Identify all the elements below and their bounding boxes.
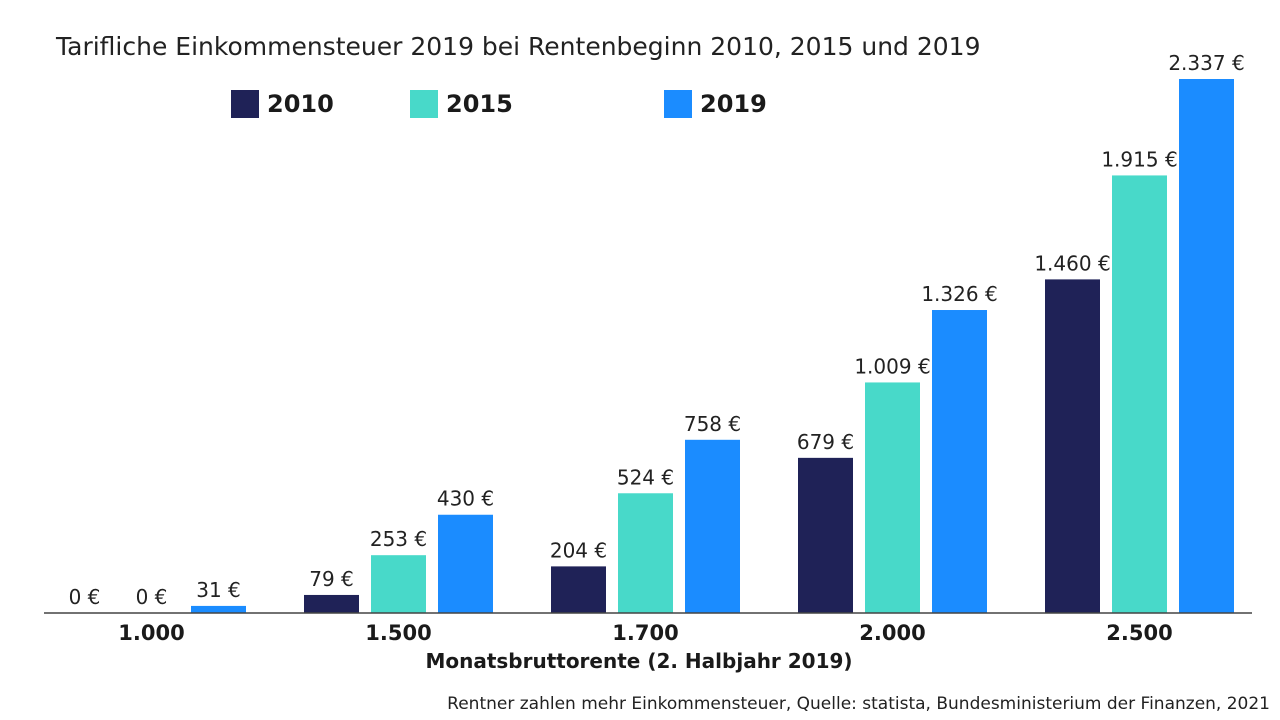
bar-2010-1500 (304, 594, 359, 613)
bar-2019-1700 (685, 439, 740, 613)
bar-label-2019-1700: 758 € (684, 412, 741, 436)
legend-label-2010: 2010 (267, 90, 334, 118)
bar-2010-2500 (1045, 279, 1100, 613)
x-tick-label-1500: 1.500 (365, 621, 431, 645)
bar-label-2019-1500: 430 € (437, 487, 494, 511)
bar-label-2015-1000: 0 € (136, 585, 168, 609)
bar-2015-1500 (371, 555, 426, 613)
bar-label-2010-1700: 204 € (550, 538, 607, 562)
bar-label-2015-1700: 524 € (617, 465, 674, 489)
bar-label-2010-1000: 0 € (69, 585, 101, 609)
bar-label-2015-2500: 1.915 € (1101, 147, 1177, 171)
legend: 2010 2015 2019 (231, 90, 767, 118)
bar-2010-1700 (551, 566, 606, 613)
legend-label-2015: 2015 (446, 90, 513, 118)
bar-label-2019-2000: 1.326 € (921, 282, 997, 306)
x-tick-label-2000: 2.000 (859, 621, 925, 645)
bar-label-2019-2500: 2.337 € (1168, 51, 1244, 75)
x-tick-label-1000: 1.000 (118, 621, 184, 645)
bar-labels: 0 € 0 € 31 € 79 € 253 € 430 € 204 € 524 € 758 € 6… (69, 51, 1245, 609)
bar-2010-2000 (798, 457, 853, 613)
x-tick-labels: 1.000 1.500 1.700 2.000 2.500 (118, 621, 1172, 645)
bar-label-2010-2500: 1.460 € (1034, 251, 1110, 275)
bar-label-2010-1500: 79 € (309, 567, 354, 591)
source-note: Rentner zahlen mehr Einkommensteuer, Que… (447, 694, 1270, 714)
bars (191, 79, 1234, 613)
bar-label-2010-2000: 679 € (797, 430, 854, 454)
bar-2019-2500 (1179, 79, 1234, 613)
bar-2015-2500 (1112, 175, 1167, 613)
bar-2019-1000 (191, 605, 246, 613)
legend-label-2019: 2019 (700, 90, 767, 118)
x-tick-label-2500: 2.500 (1106, 621, 1172, 645)
legend-swatch-2010 (231, 90, 259, 118)
legend-swatch-2015 (410, 90, 438, 118)
bar-2015-2000 (865, 382, 920, 613)
x-axis-label: Monatsbruttorente (2. Halbjahr 2019) (425, 649, 852, 673)
bar-label-2015-1500: 253 € (370, 527, 427, 551)
bar-2015-1700 (618, 493, 673, 613)
bar-2019-1500 (438, 514, 493, 613)
x-tick-label-1700: 1.700 (612, 621, 678, 645)
legend-swatch-2019 (664, 90, 692, 118)
bar-label-2019-1000: 31 € (196, 578, 241, 602)
bar-2019-2000 (932, 310, 987, 613)
chart-title: Tarifliche Einkommensteuer 2019 bei Rent… (55, 32, 980, 61)
bar-label-2015-2000: 1.009 € (854, 354, 930, 378)
